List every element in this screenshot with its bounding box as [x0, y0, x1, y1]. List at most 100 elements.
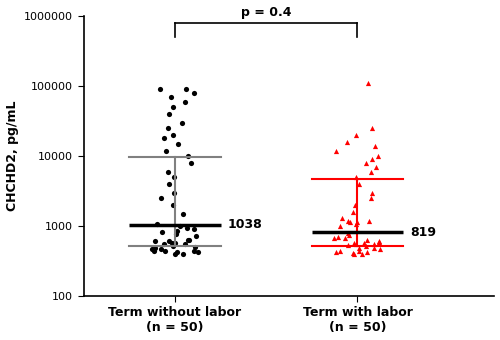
Point: [343, 139, 351, 144]
Text: 819: 819: [410, 226, 436, 239]
Point: [150, 238, 158, 243]
Point: [350, 240, 358, 246]
Point: [172, 232, 180, 237]
Point: [164, 111, 172, 117]
Point: [168, 243, 176, 248]
Point: [336, 223, 344, 229]
Point: [350, 251, 358, 256]
Point: [374, 239, 382, 244]
Point: [170, 190, 178, 196]
Point: [170, 202, 177, 208]
Point: [365, 219, 373, 224]
Point: [344, 218, 352, 224]
Point: [341, 235, 349, 241]
Point: [161, 249, 169, 254]
Point: [179, 211, 187, 217]
Point: [362, 160, 370, 166]
Point: [194, 249, 202, 254]
Point: [182, 225, 190, 231]
Point: [172, 249, 180, 254]
Point: [344, 230, 352, 236]
Point: [352, 132, 360, 138]
Text: p = 0.4: p = 0.4: [241, 6, 292, 19]
Point: [334, 235, 342, 240]
Point: [364, 237, 372, 242]
Point: [168, 240, 176, 245]
Point: [170, 174, 178, 180]
Point: [158, 230, 166, 235]
Point: [362, 243, 370, 248]
Point: [164, 125, 172, 131]
Point: [154, 221, 162, 226]
Point: [345, 232, 353, 238]
Point: [363, 250, 371, 255]
Y-axis label: CHCHD2, pg/mL: CHCHD2, pg/mL: [6, 101, 18, 211]
Point: [148, 246, 156, 252]
Point: [336, 248, 344, 253]
Point: [192, 233, 200, 238]
Point: [358, 251, 366, 257]
Point: [190, 90, 198, 96]
Point: [156, 87, 164, 92]
Point: [160, 136, 168, 141]
Point: [366, 169, 374, 174]
Point: [178, 120, 186, 125]
Point: [366, 195, 374, 201]
Point: [150, 245, 158, 251]
Point: [374, 153, 382, 159]
Point: [372, 143, 380, 149]
Point: [184, 237, 192, 242]
Point: [173, 228, 181, 234]
Point: [168, 132, 176, 138]
Point: [171, 240, 179, 245]
Point: [352, 174, 360, 180]
Point: [180, 252, 188, 257]
Point: [353, 219, 361, 225]
Point: [330, 235, 338, 240]
Text: 1038: 1038: [228, 218, 262, 232]
Point: [184, 153, 192, 159]
Point: [372, 164, 380, 170]
Point: [171, 251, 179, 256]
Point: [376, 246, 384, 252]
Point: [169, 104, 177, 110]
Point: [368, 157, 376, 162]
Point: [182, 87, 190, 92]
Point: [368, 190, 376, 196]
Point: [192, 244, 200, 250]
Point: [354, 181, 362, 187]
Point: [166, 94, 174, 100]
Point: [176, 224, 184, 229]
Point: [190, 226, 198, 232]
Point: [332, 249, 340, 255]
Point: [354, 248, 362, 254]
Point: [182, 99, 190, 104]
Point: [370, 245, 378, 251]
Point: [352, 241, 360, 247]
Point: [150, 248, 158, 253]
Point: [350, 251, 358, 256]
Point: [351, 202, 359, 208]
Point: [182, 242, 190, 247]
Point: [350, 209, 358, 215]
Point: [157, 246, 165, 252]
Point: [360, 240, 368, 245]
Point: [344, 242, 352, 247]
Point: [370, 241, 378, 246]
Point: [157, 195, 165, 201]
Point: [332, 148, 340, 153]
Point: [364, 81, 372, 86]
Point: [375, 239, 383, 244]
Point: [186, 237, 194, 242]
Point: [354, 245, 362, 251]
Point: [162, 148, 170, 153]
Point: [187, 160, 195, 166]
Point: [165, 239, 173, 244]
Point: [165, 181, 173, 187]
Point: [164, 169, 172, 174]
Point: [368, 125, 376, 131]
Point: [352, 221, 360, 226]
Point: [338, 215, 345, 221]
Point: [346, 219, 354, 224]
Point: [160, 242, 168, 247]
